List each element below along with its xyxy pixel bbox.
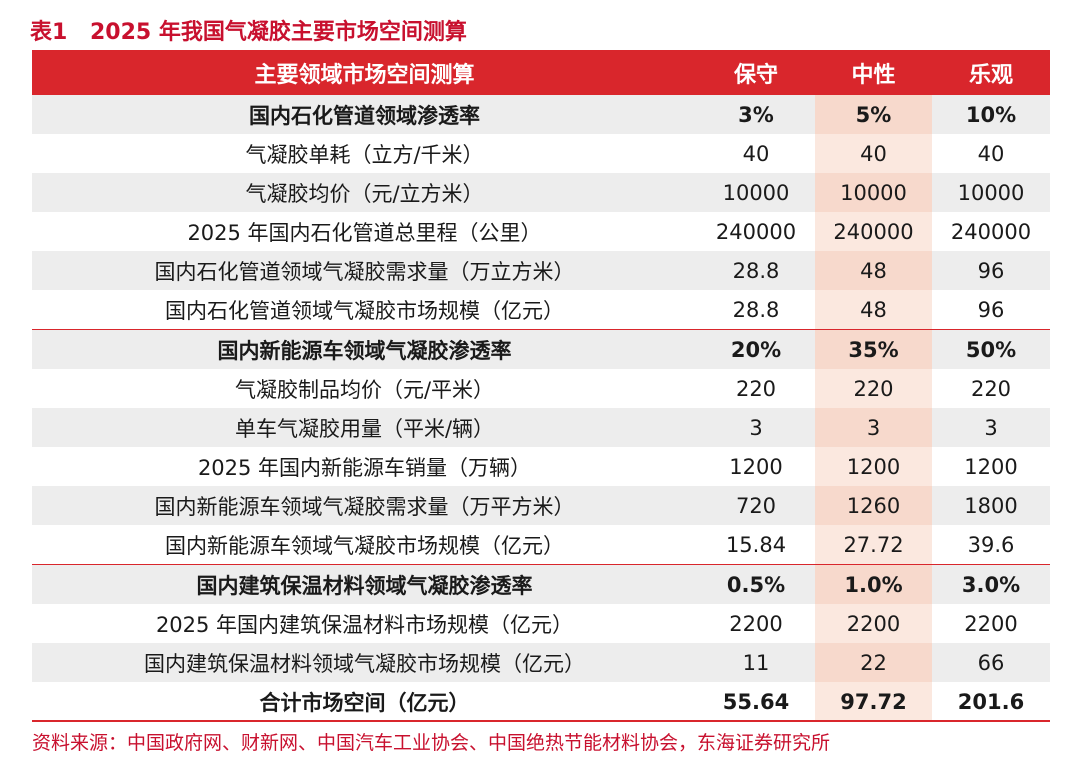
cell-conservative: 10000	[697, 173, 815, 212]
table-row: 单车气凝胶用量（平米/辆） 3 3 3	[32, 408, 1050, 447]
cell-neutral: 48	[815, 290, 932, 330]
table-row: 国内石化管道领域渗透率 3% 5% 10%	[32, 95, 1050, 134]
row-label: 国内新能源车领域气凝胶市场规模（亿元）	[165, 533, 564, 558]
table-row: 气凝胶均价（元/立方米） 10000 10000 10000	[32, 173, 1050, 212]
cell-neutral: 35%	[815, 329, 932, 369]
cell-neutral: 40	[815, 134, 932, 173]
table-row: 2025 年国内石化管道总里程（公里） 240000 240000 240000	[32, 212, 1050, 251]
table-row: 国内石化管道领域气凝胶需求量（万立方米） 28.8 48 96	[32, 251, 1050, 290]
source-note: 资料来源：中国政府网、财新网、中国汽车工业协会、中国绝热节能材料协会，东海证券研…	[32, 732, 831, 754]
table-row: 国内新能源车领域气凝胶需求量（万平方米） 720 1260 1800	[32, 486, 1050, 525]
row-label: 国内石化管道领域渗透率	[32, 95, 697, 134]
table-row: 国内建筑保温材料领域气凝胶渗透率 0.5% 1.0% 3.0%	[32, 564, 1050, 604]
cell-optimistic: 1200	[964, 454, 1018, 479]
cell-neutral: 240000	[815, 212, 932, 251]
table-number: 表1	[30, 20, 68, 45]
cell-optimistic: 50%	[932, 329, 1050, 369]
cell-neutral: 5%	[815, 95, 932, 134]
cell-neutral: 1260	[815, 486, 932, 525]
cell-optimistic: 3	[932, 408, 1050, 447]
table-row: 国内新能源车领域气凝胶市场规模（亿元） 15.84 27.72 39.6	[32, 525, 1050, 565]
cell-conservative: 0.5%	[697, 564, 815, 604]
cell-optimistic: 3.0%	[932, 564, 1050, 604]
cell-conservative: 1200	[729, 454, 783, 479]
cell-conservative: 55.64	[722, 689, 790, 714]
cell-neutral: 220	[815, 369, 932, 408]
cell-neutral: 48	[815, 251, 932, 290]
header-optimistic: 乐观	[932, 50, 1050, 95]
cell-conservative: 3	[697, 408, 815, 447]
row-label: 国内建筑保温材料领域气凝胶市场规模（亿元）	[32, 643, 697, 682]
cell-conservative: 20%	[697, 329, 815, 369]
table-row: 国内石化管道领域气凝胶市场规模（亿元） 28.8 48 96	[32, 290, 1050, 330]
cell-conservative: 220	[735, 376, 777, 401]
cell-optimistic: 1800	[932, 486, 1050, 525]
cell-neutral: 2200	[815, 604, 932, 643]
cell-optimistic: 96	[977, 297, 1005, 322]
cell-optimistic: 10%	[932, 95, 1050, 134]
table-title-text: 2025 年我国气凝胶主要市场空间测算	[90, 20, 467, 45]
row-label: 气凝胶均价（元/立方米）	[32, 173, 697, 212]
total-row: 合计市场空间（亿元） 55.64 97.72 201.6	[32, 682, 1050, 721]
cell-optimistic: 66	[932, 643, 1050, 682]
row-label: 国内石化管道领域气凝胶需求量（万立方米）	[32, 251, 697, 290]
table-row: 国内建筑保温材料领域气凝胶市场规模（亿元） 11 22 66	[32, 643, 1050, 682]
table-title: 表1 2025 年我国气凝胶主要市场空间测算	[30, 14, 467, 46]
cell-optimistic: 201.6	[957, 689, 1025, 714]
row-label: 气凝胶制品均价（元/平米）	[234, 377, 495, 402]
cell-conservative: 15.84	[725, 532, 787, 557]
header-conservative: 保守	[697, 50, 815, 95]
cell-optimistic: 10000	[932, 173, 1050, 212]
cell-conservative: 28.8	[732, 297, 780, 322]
cell-optimistic: 220	[970, 376, 1012, 401]
cell-optimistic: 39.6	[967, 532, 1015, 557]
table-bottom-rule	[32, 720, 1050, 722]
row-label: 国内建筑保温材料领域气凝胶渗透率	[32, 564, 697, 604]
cell-conservative: 3%	[697, 95, 815, 134]
cell-conservative: 720	[697, 486, 815, 525]
row-label: 国内新能源车领域气凝胶需求量（万平方米）	[32, 486, 697, 525]
cell-conservative: 11	[697, 643, 815, 682]
row-label: 2025 年国内石化管道总里程（公里）	[187, 220, 542, 245]
cell-conservative: 2200	[729, 611, 783, 636]
row-label: 2025 年国内新能源车销量（万辆）	[197, 455, 532, 480]
table-row: 2025 年国内新能源车销量（万辆） 1200 1200 1200	[32, 447, 1050, 486]
cell-optimistic: 2200	[964, 611, 1018, 636]
row-label: 合计市场空间（亿元）	[259, 690, 470, 715]
cell-conservative: 240000	[715, 219, 797, 244]
cell-optimistic: 96	[932, 251, 1050, 290]
cell-neutral: 1.0%	[815, 564, 932, 604]
row-label: 2025 年国内建筑保温材料市场规模（亿元）	[155, 612, 574, 637]
row-label: 国内石化管道领域气凝胶市场规模（亿元）	[165, 298, 564, 323]
cell-conservative: 28.8	[697, 251, 815, 290]
table-row: 2025 年国内建筑保温材料市场规模（亿元） 2200 2200 2200	[32, 604, 1050, 643]
row-label: 国内新能源车领域气凝胶渗透率	[32, 329, 697, 369]
cell-optimistic: 40	[977, 141, 1005, 166]
market-estimate-table: 主要领域市场空间测算 保守 中性 乐观 国内石化管道领域渗透率 3% 5% 10…	[32, 50, 1050, 721]
cell-conservative: 40	[742, 141, 770, 166]
cell-neutral: 3	[815, 408, 932, 447]
row-label: 单车气凝胶用量（平米/辆）	[32, 408, 697, 447]
table-row: 国内新能源车领域气凝胶渗透率 20% 35% 50%	[32, 329, 1050, 369]
row-label: 气凝胶单耗（立方/千米）	[245, 142, 484, 167]
cell-neutral: 1200	[815, 447, 932, 486]
table-row: 气凝胶制品均价（元/平米） 220 220 220	[32, 369, 1050, 408]
cell-neutral: 27.72	[815, 525, 932, 565]
cell-neutral: 22	[815, 643, 932, 682]
header-neutral: 中性	[815, 50, 932, 95]
cell-neutral: 97.72	[815, 682, 932, 721]
header-category: 主要领域市场空间测算	[32, 50, 697, 95]
cell-neutral: 10000	[815, 173, 932, 212]
table-row: 气凝胶单耗（立方/千米） 40 40 40	[32, 134, 1050, 173]
header-row: 主要领域市场空间测算 保守 中性 乐观	[32, 50, 1050, 95]
cell-optimistic: 240000	[950, 219, 1032, 244]
